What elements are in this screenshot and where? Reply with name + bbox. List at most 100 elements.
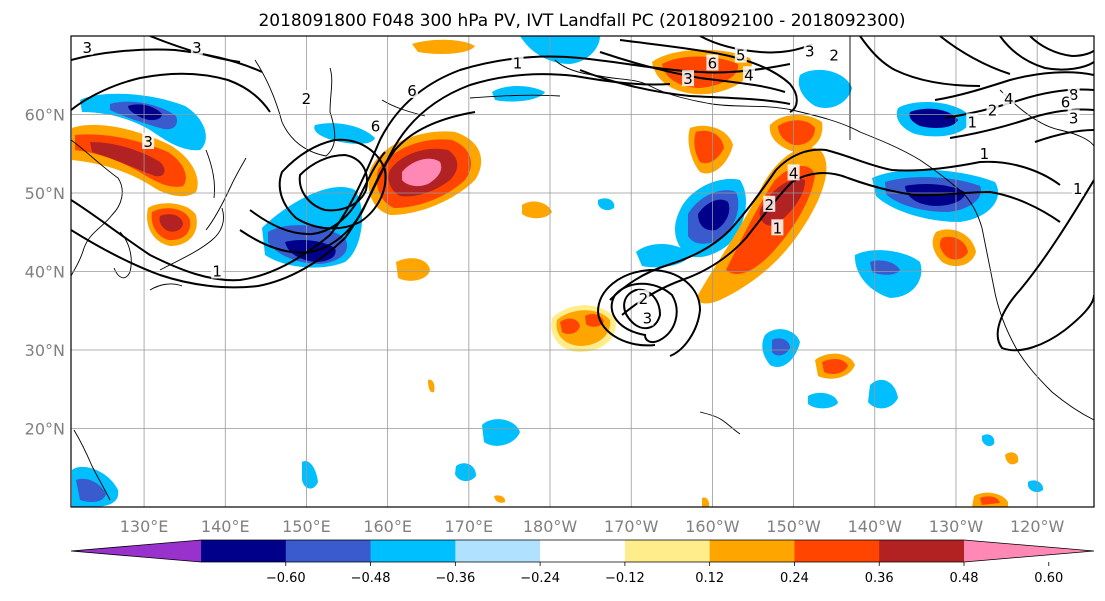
- contour-label: 3: [1069, 109, 1079, 127]
- contour-label-background: [369, 117, 382, 134]
- positive-anomaly: [822, 358, 848, 374]
- colorbar-segment: [709, 540, 795, 562]
- contour-label: 1: [513, 54, 523, 72]
- pv-contour: [939, 36, 1011, 75]
- negative-anomaly: [698, 199, 730, 231]
- colorbar-tick-label: 0.36: [865, 571, 894, 586]
- pv-contour: [609, 148, 1061, 301]
- longitude-tick-label: 140°W: [848, 517, 903, 536]
- contour-label: 3: [82, 39, 92, 57]
- pv-contour: [1029, 36, 1094, 58]
- contour-label-background: [1071, 180, 1084, 197]
- positive-anomaly: [494, 495, 506, 503]
- positive-anomaly: [412, 39, 475, 54]
- positive-anomaly: [428, 379, 435, 393]
- positive-anomaly: [694, 130, 724, 164]
- positive-anomaly: [159, 214, 183, 232]
- contour-label-background: [511, 54, 524, 71]
- colorbar-extend-low: [71, 540, 201, 562]
- positive-anomaly: [778, 120, 815, 146]
- positive-anomaly: [939, 236, 968, 260]
- contour-label-background: [771, 219, 784, 236]
- contour-label: 6: [1061, 94, 1071, 112]
- latitude-tick-label: 30°N: [25, 341, 65, 360]
- longitude-tick-label: 160°W: [685, 517, 740, 536]
- contour-label: 1: [1073, 180, 1083, 198]
- contour-label: 5: [736, 47, 746, 65]
- contour-label-background: [81, 38, 94, 55]
- contour-label: 3: [192, 39, 202, 57]
- longitude-tick-label: 160°E: [363, 517, 412, 536]
- contour-label: 1: [980, 145, 990, 163]
- latitude-tick-label: 60°N: [25, 106, 65, 125]
- colorbar-outline: [70, 539, 1095, 563]
- negative-anomaly: [1028, 480, 1044, 493]
- map-frame: [70, 35, 1095, 508]
- contour-label-background: [211, 262, 224, 279]
- pv-contour: [71, 48, 263, 73]
- pv-contour: [1034, 129, 1094, 143]
- contour-label-background: [803, 42, 816, 59]
- colorbar-tick-label: −0.24: [520, 571, 560, 586]
- pv-contour: [934, 71, 1094, 101]
- positive-anomaly: [1005, 452, 1019, 465]
- contour-label: 2: [302, 90, 312, 108]
- longitude-tick-label: 170°W: [604, 517, 659, 536]
- colorbar-tick-label: −0.12: [605, 571, 645, 586]
- negative-anomaly: [76, 478, 106, 502]
- longitude-tick-label: 130°E: [120, 517, 169, 536]
- colorbar-segment: [879, 540, 965, 562]
- contour-label-background: [1002, 89, 1015, 106]
- contour-label-background: [1067, 109, 1080, 126]
- colorbar-tick-label: 0.48: [950, 571, 979, 586]
- colorbar-segment: [540, 540, 626, 562]
- negative-anomaly: [482, 419, 520, 446]
- negative-anomaly: [772, 338, 790, 356]
- positive-anomaly: [980, 496, 1000, 505]
- colorbar-segment: [370, 540, 456, 562]
- kamchatka-coastline: [254, 59, 336, 157]
- contour-label-background: [1059, 93, 1072, 110]
- contour-label-background: [978, 144, 991, 161]
- contour-label: 2: [988, 102, 998, 120]
- positive-anomaly: [702, 497, 710, 507]
- positive-anomaly: [522, 201, 552, 219]
- positive-anomaly: [396, 258, 430, 281]
- contour-label: 3: [643, 310, 653, 328]
- contour-label-background: [763, 195, 776, 212]
- pv-contour: [298, 153, 368, 212]
- colorbar-tick-label: 0.24: [780, 571, 809, 586]
- latitude-tick-label: 20°N: [25, 420, 65, 439]
- contour-label: 3: [805, 43, 815, 61]
- contour-label: 4: [744, 66, 754, 84]
- contour-label: 6: [371, 117, 381, 135]
- pv-contour: [579, 69, 791, 105]
- contour-label-background: [986, 101, 999, 118]
- negative-anomaly: [808, 392, 838, 409]
- asia-coastline: [71, 139, 123, 277]
- pv-contour: [619, 39, 798, 113]
- colorbar-tick-label: 0.12: [695, 571, 724, 586]
- pv-contour: [999, 36, 1094, 71]
- sakhalin-coastline: [205, 149, 215, 199]
- colorbar-tick-label: −0.36: [435, 571, 475, 586]
- contour-label-background: [641, 309, 654, 326]
- contour-label-background: [682, 70, 695, 87]
- colorbar-segment: [285, 540, 372, 562]
- longitude-tick-label: 150°E: [282, 517, 331, 536]
- japan-coastline: [149, 157, 247, 291]
- contour-label-background: [742, 66, 755, 83]
- colorbar-segment: [455, 540, 541, 562]
- contour-label-background: [966, 113, 979, 130]
- canada-coastline: [849, 36, 1094, 147]
- latitude-tick-labels: 20°N 30°N 40°N 50°N 60°N: [25, 106, 65, 439]
- pv-contour: [623, 288, 662, 330]
- contour-label: 3: [143, 133, 153, 151]
- contour-label-background: [406, 81, 418, 98]
- figure-title: 2018091800 F048 300 hPa PV, IVT Landfall…: [258, 11, 905, 31]
- negative-anomaly: [982, 434, 995, 447]
- longitude-tick-label: 120°W: [1010, 517, 1065, 536]
